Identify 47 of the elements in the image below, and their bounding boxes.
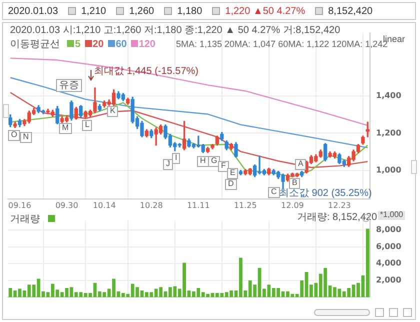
x-tick-label: 11.11 [186,200,210,210]
annotation: O [8,130,20,141]
x-tick-label: 10.14 [92,200,116,210]
y-tick-label: 1,000 [376,165,402,174]
y-axis-title: *1,000 [378,210,406,220]
text: 1,180 [177,6,202,16]
text: 1,220 ▲50 4.27% [225,6,306,16]
y-tick-label: 1,200 [376,128,402,138]
legend-label: 20 [92,38,104,50]
y-tick-label: 4,000 [376,258,402,268]
y-tick-label: 1,400 [376,91,402,100]
text: 1,210 [81,6,106,16]
text: 2020.01.03 [8,6,58,16]
x-tick-label: 09.16 [8,200,32,210]
x-tick-label: 12.23 [328,200,351,210]
annotation: F [218,161,229,172]
y-tick-label: 8,000 [376,225,402,234]
x-tick-label: 10.28 [140,200,163,210]
annotation: D [225,179,237,190]
legend-label: 5 [75,38,81,50]
annotation: M [59,123,72,134]
annotation: 2020.01.03 시:1,210 고:1,260 저:1,180 종:1,220 ▲ 50 4.27% 거:8,152,420 [10,25,340,36]
text: 8,152,420 [328,6,373,16]
annotation: G [208,156,220,167]
x-tick-label: 09.30 [55,200,78,210]
annotation: 최소값 902 (35.25%) [279,188,372,199]
annotation: L [82,120,92,131]
annotation: N [20,132,32,143]
y-tick-label: 2,000 [376,275,402,284]
text: 1,260 [129,6,154,16]
legend-label: 60 [116,38,127,50]
annotation: K [107,106,118,117]
x-tick-label: 11.25 [234,200,257,210]
annotation: E [227,168,238,179]
legend-label: 120 [138,38,156,50]
legend-title: 이동평균선 [10,38,60,51]
annotation: B [289,178,300,189]
annotation: I [172,153,180,164]
annotation: A [295,159,306,170]
annotation: J [163,159,173,170]
annotation: H [197,156,209,167]
legend-label: 거래량 [10,214,40,225]
annotation: 거래량: 8,152,420 [297,212,378,223]
x-tick-label: 12.09 [280,200,304,210]
y-tick-label: 6,000 [376,242,402,251]
annotation: 유증 [56,79,82,92]
annotation: C [268,187,280,198]
